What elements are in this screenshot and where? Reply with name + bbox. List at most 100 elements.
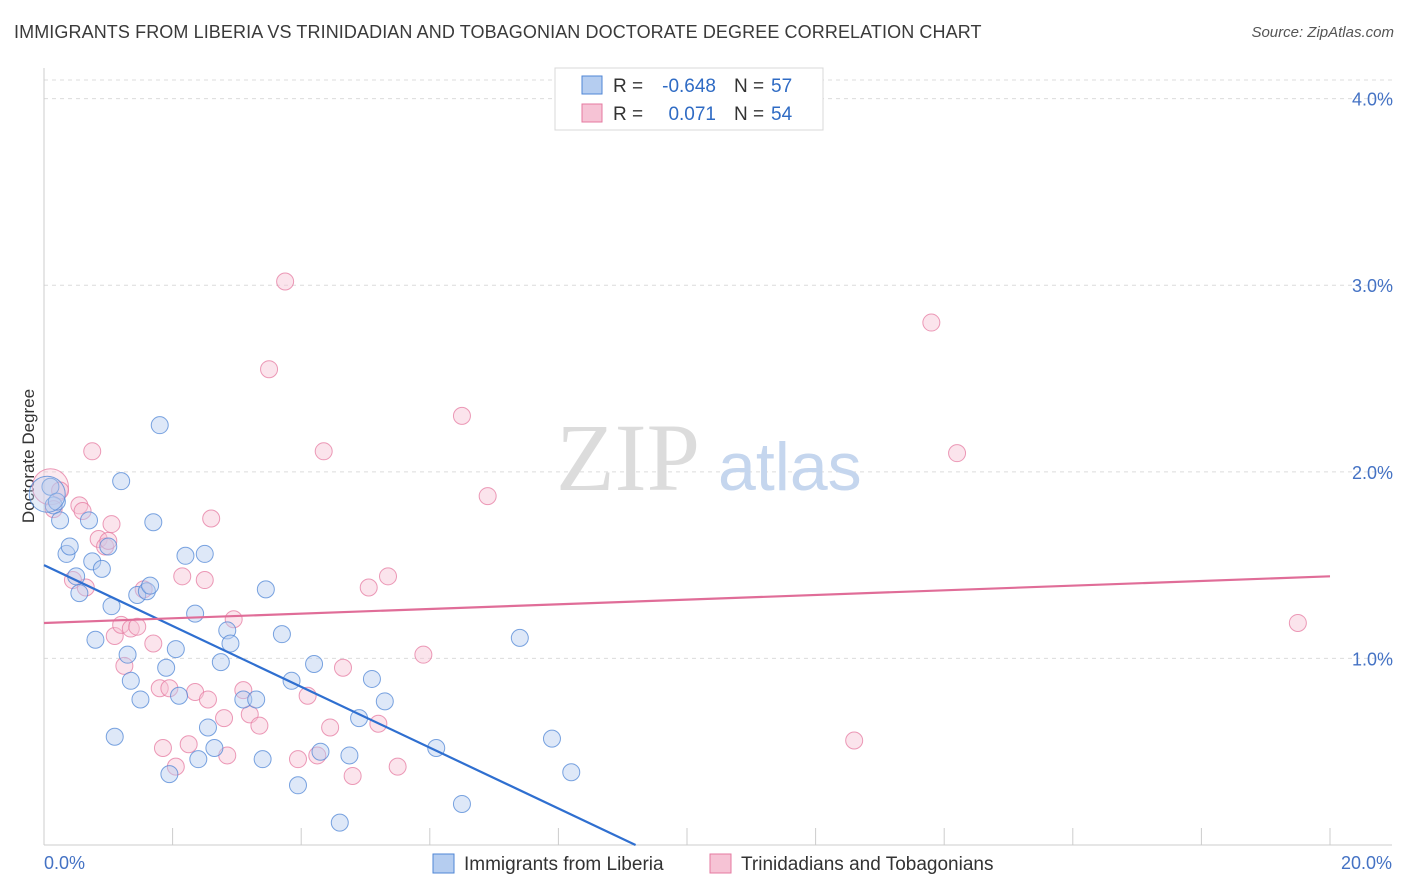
liberia-point-17 <box>121 671 140 690</box>
liberia-point-25 <box>160 765 179 784</box>
legend-swatch-trinidadian <box>581 103 603 123</box>
trinidadian-point-32 <box>234 681 253 700</box>
liberia-point-44 <box>305 655 324 674</box>
liberia-point-39 <box>253 750 272 769</box>
watermark: ZIP atlas <box>556 404 862 511</box>
liberia-point-41 <box>272 625 291 644</box>
liberia-point-52 <box>452 794 471 813</box>
liberia-point-22 <box>144 513 163 532</box>
liberia-point-29 <box>186 604 205 623</box>
trinidadian-point-28 <box>202 509 221 528</box>
trinidadian-point-36 <box>276 272 295 291</box>
axes <box>43 68 1392 846</box>
trinidadian-point-26 <box>195 571 214 590</box>
liberia-point-8 <box>80 511 99 530</box>
liberia-point-20 <box>137 582 156 601</box>
trinidadian-point-29 <box>215 709 234 728</box>
y-axis-label: Doctorate Degree <box>19 389 38 523</box>
liberia-point-5 <box>60 537 79 556</box>
bottom-legend: Immigrants from Liberia Trinidadians and… <box>432 853 993 875</box>
trinidadian-point-7 <box>83 442 102 461</box>
liberia-point-3 <box>51 511 70 530</box>
y-tick-label-2: 3.0% <box>1352 276 1393 296</box>
liberia-point-45 <box>311 742 330 761</box>
trinidadian-point-44 <box>359 578 378 597</box>
legend-n-label-2: N = <box>734 104 764 125</box>
trinidadian-point-16 <box>128 617 147 636</box>
trinidadian-point-24 <box>179 735 198 754</box>
liberia-point-7 <box>70 584 89 603</box>
watermark-zip: ZIP <box>556 404 700 511</box>
trinidadian-point-35 <box>260 360 279 379</box>
trinidadian-point-49 <box>452 406 471 425</box>
trinidadian-point-50 <box>478 487 497 506</box>
trinidadian-point-47 <box>388 757 407 776</box>
legend-swatch-liberia <box>581 75 603 95</box>
trinidadian-point-12 <box>105 627 124 646</box>
trinidadian-point-4 <box>70 496 89 515</box>
liberia-point-40 <box>256 580 275 599</box>
liberia-point-10 <box>86 630 105 649</box>
liberia-point-37 <box>234 690 253 709</box>
trinidadian-point-14 <box>115 656 134 675</box>
trinidadian-point-40 <box>314 442 333 461</box>
legend-r-label-2: R = <box>613 104 643 125</box>
liberia-point-14 <box>105 727 124 746</box>
liberia-point-30 <box>189 750 208 769</box>
source-label: Source: ZipAtlas.com <box>1251 24 1394 41</box>
trinidadian-point-42 <box>333 658 352 677</box>
bottom-legend-label-liberia: Immigrants from Liberia <box>464 854 664 875</box>
trend-lines <box>43 564 1331 846</box>
liberia-point-26 <box>166 640 185 659</box>
liberia-point-56 <box>28 475 66 513</box>
trinidadian-point-27 <box>198 690 217 709</box>
y-tick-labels: 1.0% 2.0% 3.0% 4.0% <box>1352 90 1393 670</box>
x-tick-labels: 0.0% 20.0% <box>44 853 1392 873</box>
liberia-point-54 <box>542 729 561 748</box>
liberia-point-55 <box>562 763 581 782</box>
trinidadian-point-20 <box>153 738 172 757</box>
trinidadian-point-52 <box>922 313 941 332</box>
liberia-point-15 <box>112 472 131 491</box>
x-tick-min: 0.0% <box>44 853 85 873</box>
y-tick-label-0: 1.0% <box>1352 649 1393 669</box>
bottom-legend-swatch-liberia <box>432 853 455 874</box>
chart-title: IMMIGRANTS FROM LIBERIA VS TRINIDADIAN A… <box>14 22 982 42</box>
trend-line-liberia <box>43 564 637 846</box>
liberia-point-50 <box>375 692 394 711</box>
trinidadian-point-37 <box>288 750 307 769</box>
trinidadian-point-23 <box>173 567 192 586</box>
trinidadian-point-54 <box>1288 613 1307 632</box>
trinidadian-point-41 <box>321 718 340 737</box>
legend-n-value-liberia: 57 <box>771 76 792 97</box>
grid-lines <box>44 79 1392 659</box>
liberia-point-33 <box>205 738 224 757</box>
trinidadian-point-0 <box>31 468 69 506</box>
liberia-point-12 <box>99 537 118 556</box>
trinidadian-point-34 <box>250 716 269 735</box>
liberia-point-43 <box>288 776 307 795</box>
top-legend: R = -0.648 N = 57 R = 0.071 N = 54 <box>554 67 824 131</box>
trinidadian-point-18 <box>144 634 163 653</box>
liberia-point-38 <box>247 690 266 709</box>
bottom-legend-swatch-trinidadian <box>709 853 732 874</box>
trinidadian-point-5 <box>73 502 92 521</box>
liberia-point-49 <box>362 669 381 688</box>
liberia-point-28 <box>176 546 195 565</box>
liberia-point-31 <box>195 544 214 563</box>
liberia-point-53 <box>510 628 529 647</box>
y-tick-label-3: 4.0% <box>1352 90 1393 110</box>
liberia-point-18 <box>128 585 147 604</box>
liberia-point-9 <box>83 552 102 571</box>
liberia-point-0 <box>41 477 60 496</box>
liberia-point-24 <box>157 658 176 677</box>
liberia-point-19 <box>131 690 150 709</box>
legend-n-value-trinidadian: 54 <box>771 104 793 125</box>
liberia-point-32 <box>198 718 217 737</box>
x-tick-max: 20.0% <box>1341 853 1392 873</box>
bottom-legend-label-trinidadian: Trinidadians and Tobagonians <box>741 854 993 875</box>
liberia-point-34 <box>211 653 230 672</box>
liberia-point-21 <box>141 576 160 595</box>
liberia-point-16 <box>118 645 137 664</box>
